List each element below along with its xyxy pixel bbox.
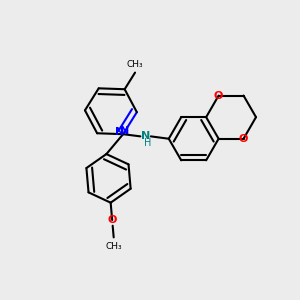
Text: O: O [239,134,248,144]
Text: N: N [115,127,124,136]
Text: N: N [140,131,150,141]
Text: N: N [120,126,129,136]
Text: O: O [107,215,117,225]
Text: H: H [144,138,152,148]
Text: CH₃: CH₃ [105,242,122,251]
Text: O: O [214,91,223,100]
Text: CH₃: CH₃ [127,60,143,69]
